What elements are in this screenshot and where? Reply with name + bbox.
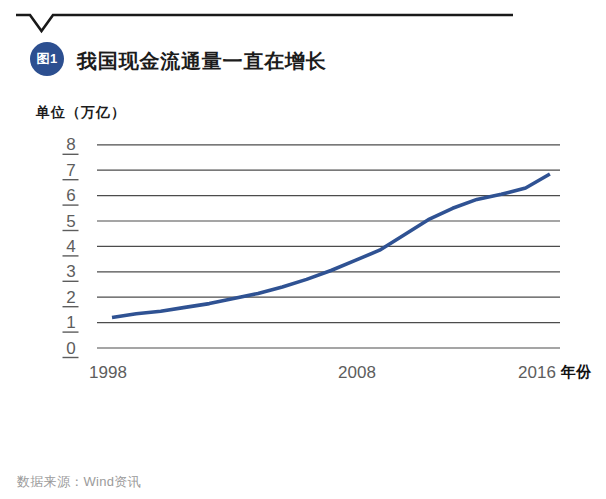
y-tick-label: 8 — [66, 135, 75, 154]
y-tick-label: 7 — [66, 161, 75, 180]
infographic-page: 图1 我国现金流通量一直在增长 单位（万亿） 01234567819982008… — [0, 0, 606, 499]
x-axis-title: 年份 — [561, 363, 591, 382]
x-tick-label: 1998 — [89, 363, 127, 382]
y-tick-label: 3 — [66, 262, 75, 281]
y-tick-label: 2 — [66, 288, 75, 307]
x-tick-label: 2016 — [518, 363, 556, 382]
line-chart: 0 1 2 3 4 5 6 7 8 1998 2008 2016 — [0, 0, 606, 420]
y-tick-label: 5 — [66, 212, 75, 231]
y-tick-label: 6 — [66, 186, 75, 205]
data-source: 数据来源：Wind资讯 — [17, 473, 141, 491]
y-tick-label: 4 — [66, 237, 75, 256]
y-tick-label: 0 — [66, 339, 75, 358]
y-tick-label: 1 — [66, 313, 75, 332]
x-tick-label: 2008 — [338, 363, 376, 382]
